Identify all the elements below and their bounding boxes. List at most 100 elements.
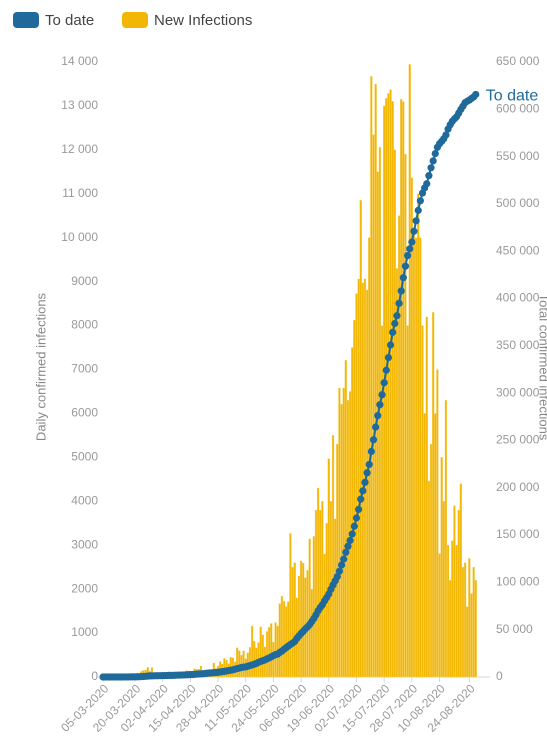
line-marker: [406, 245, 414, 253]
bar: [253, 640, 256, 678]
legend-swatch: [122, 12, 148, 28]
bar: [238, 650, 241, 678]
line-marker: [384, 353, 393, 362]
bar: [421, 325, 424, 678]
bar: [312, 536, 315, 678]
line-marker: [357, 495, 365, 503]
bar: [308, 538, 311, 678]
bar: [427, 481, 430, 678]
line-marker: [431, 149, 439, 158]
bar: [259, 626, 262, 678]
bar: [432, 312, 435, 678]
bar: [372, 134, 375, 678]
bar: [280, 596, 284, 678]
line-marker: [393, 312, 401, 320]
y-tick-label: 14 000: [61, 54, 98, 68]
line-marker: [403, 251, 412, 260]
line-marker: [389, 328, 397, 336]
bar: [289, 533, 292, 678]
legend-label: New Infections: [154, 12, 252, 29]
line-marker: [348, 530, 356, 538]
bar: [406, 325, 409, 678]
bar: [344, 360, 347, 678]
y-tick-label: 3000: [71, 537, 98, 551]
line-marker: [376, 401, 384, 409]
bar: [442, 501, 445, 678]
y-tick-label: 13 000: [61, 98, 98, 112]
line-marker: [442, 131, 450, 139]
bar: [265, 631, 269, 678]
bar: [468, 558, 471, 678]
bar: [340, 404, 343, 678]
y2-tick-label: 250 000: [496, 433, 540, 447]
bar: [449, 580, 452, 678]
y-axis-title: Daily confirmed infections: [33, 292, 48, 441]
bar: [270, 623, 273, 678]
line-marker: [397, 287, 405, 295]
bar: [297, 575, 301, 678]
line-marker: [367, 447, 375, 456]
line-marker: [363, 469, 371, 477]
bar: [268, 627, 271, 678]
y-tick-label: 0: [91, 669, 98, 683]
y2-tick-label: 200 000: [496, 480, 540, 494]
line-marker: [337, 561, 346, 569]
line-marker: [401, 262, 410, 270]
bar: [317, 487, 320, 678]
y2-tick-label: 350 000: [496, 338, 540, 352]
bar: [285, 606, 288, 678]
y-tick-label: 7000: [71, 362, 98, 376]
bar: [461, 567, 465, 678]
bar: [419, 237, 422, 678]
y-tick-label: 11 000: [62, 186, 98, 200]
bar: [374, 83, 377, 678]
bar: [410, 177, 413, 678]
line-marker: [335, 567, 344, 575]
y-tick-label: 2000: [71, 581, 98, 595]
line-marker: [391, 319, 399, 328]
bar: [474, 580, 477, 678]
bar: [400, 99, 403, 678]
bar: [453, 505, 456, 678]
bar: [380, 325, 384, 678]
line-marker: [429, 157, 437, 165]
bar: [274, 622, 277, 678]
y2-tick-label: 450 000: [496, 243, 540, 257]
bar: [466, 606, 469, 678]
line-marker: [399, 274, 407, 282]
bar: [415, 237, 418, 678]
line-marker: [369, 436, 378, 444]
bar: [423, 413, 426, 678]
bar: [302, 562, 305, 678]
bar: [470, 593, 473, 678]
line-marker: [425, 172, 433, 180]
bar: [412, 232, 416, 678]
bar: [463, 562, 467, 678]
line-marker: [346, 536, 354, 545]
bar: [355, 293, 358, 678]
line-marker: [361, 478, 369, 486]
line-marker: [340, 555, 348, 563]
bar: [417, 193, 420, 678]
line-marker: [408, 238, 416, 246]
bar: [250, 625, 254, 678]
line-marker: [412, 217, 420, 225]
bar: [353, 319, 356, 678]
bar: [323, 553, 326, 678]
bar: [291, 567, 294, 678]
line-marker: [423, 180, 431, 188]
line-marker: [395, 299, 403, 307]
bar: [457, 509, 460, 678]
bar: [425, 316, 428, 678]
y2-tick-label: 50 000: [496, 622, 533, 636]
y-tick-label: 4000: [71, 493, 98, 507]
line-marker: [342, 548, 350, 556]
bar: [440, 457, 443, 678]
y-tick-label: 9000: [71, 274, 98, 288]
y-tick-label: 1000: [71, 625, 98, 639]
bar: [404, 154, 407, 678]
line-marker: [350, 522, 358, 530]
line-marker: [380, 379, 388, 387]
bar: [385, 98, 388, 678]
y2-tick-label: 500 000: [496, 196, 540, 210]
